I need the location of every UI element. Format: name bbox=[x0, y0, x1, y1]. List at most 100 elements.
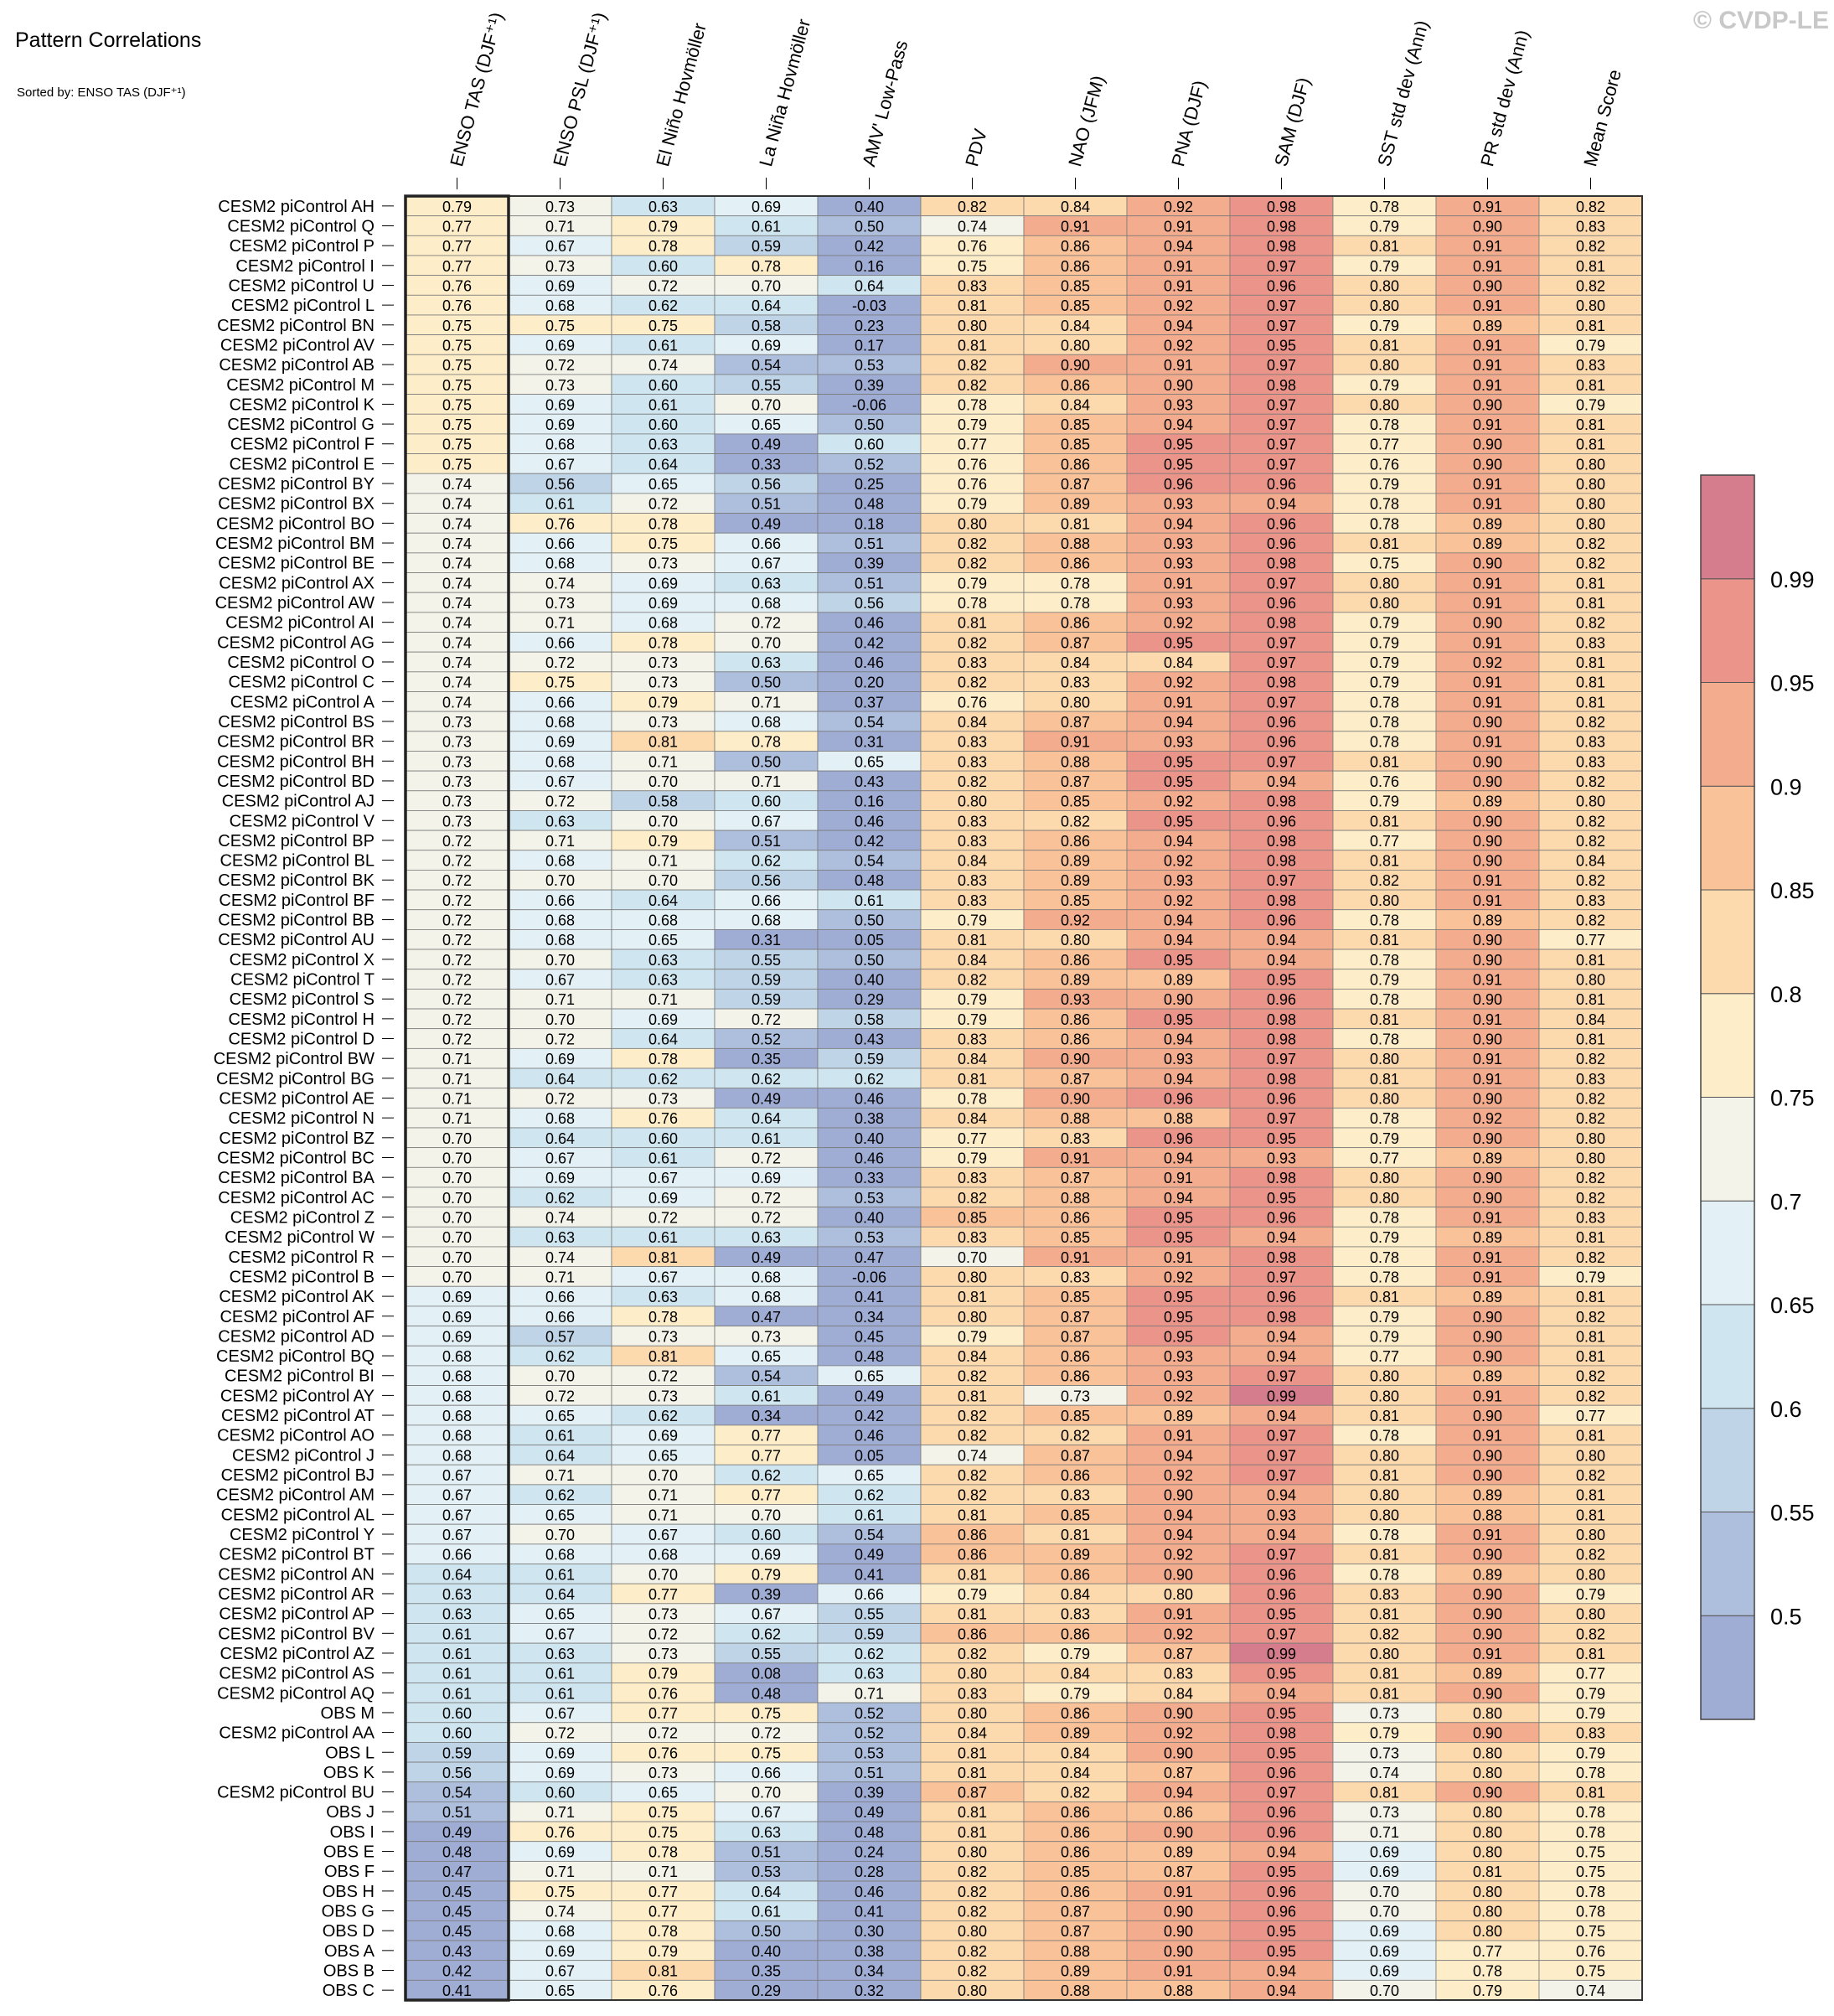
column-label: SST std dev (Ann) bbox=[1373, 18, 1433, 169]
cell-value: 0.74 bbox=[442, 675, 472, 691]
cell-value: 0.54 bbox=[855, 714, 884, 731]
cvdp-watermark: © CVDP-LE bbox=[1693, 7, 1829, 34]
cell-value: 0.78 bbox=[1370, 199, 1399, 215]
cell-value: 0.97 bbox=[1267, 753, 1296, 770]
row-label: CESM2 piControl T bbox=[230, 971, 375, 990]
cell-value: 0.79 bbox=[1370, 1130, 1399, 1147]
cell-value: 0.79 bbox=[1370, 675, 1399, 691]
cell-value: 0.95 bbox=[1267, 1864, 1296, 1880]
row-label: CESM2 piControl AJ bbox=[222, 793, 375, 811]
cell-value: 0.89 bbox=[1061, 1725, 1090, 1742]
row-label: CESM2 piControl AX bbox=[219, 574, 375, 592]
cell-value: 0.90 bbox=[1164, 1943, 1193, 1960]
cell-value: 0.81 bbox=[1576, 595, 1605, 612]
cell-value: 0.69 bbox=[648, 1428, 678, 1445]
cell-value: 0.81 bbox=[958, 337, 987, 354]
cell-value: 0.56 bbox=[442, 1765, 472, 1781]
cell-value: 0.90 bbox=[1473, 437, 1502, 453]
cell-value: 0.75 bbox=[1576, 1864, 1605, 1880]
cell-value: 0.67 bbox=[545, 1705, 575, 1722]
cell-value: 0.90 bbox=[1473, 1309, 1502, 1326]
cell-value: 0.75 bbox=[442, 416, 472, 433]
cell-value: 0.81 bbox=[1576, 991, 1605, 1008]
cell-value: 0.77 bbox=[752, 1447, 781, 1464]
cell-value: 0.48 bbox=[855, 1824, 884, 1841]
cell-value: 0.74 bbox=[442, 476, 472, 493]
cell-value: 0.91 bbox=[1473, 892, 1502, 909]
cell-value: 0.91 bbox=[1473, 1051, 1502, 1067]
cell-value: 0.70 bbox=[442, 1130, 472, 1147]
cell-value: 0.89 bbox=[1061, 853, 1090, 870]
cell-value: 0.73 bbox=[1370, 1745, 1399, 1761]
cell-value: 0.60 bbox=[648, 1130, 678, 1147]
cell-value: 0.90 bbox=[1473, 1685, 1502, 1702]
cell-value: 0.98 bbox=[1267, 1309, 1296, 1326]
cell-value: 0.62 bbox=[752, 1467, 781, 1484]
cell-value: 0.50 bbox=[855, 952, 884, 969]
cell-value: 0.76 bbox=[958, 476, 987, 493]
row-label: CESM2 piControl V bbox=[230, 812, 375, 830]
cell-value: 0.70 bbox=[545, 1527, 575, 1543]
cell-value: 0.94 bbox=[1267, 773, 1296, 790]
cell-value: 0.91 bbox=[1164, 1963, 1193, 1980]
cell-value: 0.90 bbox=[1473, 1606, 1502, 1623]
cell-value: 0.78 bbox=[648, 238, 678, 255]
cell-value: 0.52 bbox=[855, 456, 884, 473]
row-label: CESM2 piControl BG bbox=[216, 1070, 375, 1088]
cell-value: 0.67 bbox=[442, 1527, 472, 1543]
cell-value: 0.75 bbox=[1576, 1963, 1605, 1980]
cell-value: 0.51 bbox=[855, 575, 884, 592]
cell-value: 0.65 bbox=[545, 1982, 575, 1999]
cell-value: 0.71 bbox=[545, 1467, 575, 1484]
cell-value: 0.81 bbox=[1576, 654, 1605, 671]
cell-value: 0.80 bbox=[1370, 1447, 1399, 1464]
cell-value: 0.80 bbox=[1576, 515, 1605, 532]
cell-value: 0.82 bbox=[1576, 1626, 1605, 1642]
cell-value: 0.41 bbox=[855, 1904, 884, 1920]
cell-value: 0.86 bbox=[1061, 238, 1090, 255]
cell-value: 0.72 bbox=[442, 892, 472, 909]
cell-value: 0.68 bbox=[442, 1348, 472, 1365]
cell-value: 0.84 bbox=[1576, 853, 1605, 870]
cell-value: 0.59 bbox=[855, 1626, 884, 1642]
cell-value: 0.61 bbox=[752, 1388, 781, 1404]
cell-value: 0.68 bbox=[442, 1408, 472, 1424]
cell-value: 0.82 bbox=[1576, 615, 1605, 632]
row-label: CESM2 piControl BH bbox=[217, 752, 375, 771]
cell-value: 0.87 bbox=[1061, 1328, 1090, 1345]
cell-value: 0.73 bbox=[442, 793, 472, 810]
cell-value: 0.69 bbox=[545, 416, 575, 433]
cell-value: 0.75 bbox=[752, 1705, 781, 1722]
cell-value: 0.90 bbox=[1164, 377, 1193, 394]
cell-value: 0.89 bbox=[1061, 1963, 1090, 1980]
cell-value: 0.70 bbox=[545, 952, 575, 969]
row-label: CESM2 piControl AI bbox=[225, 614, 375, 633]
cell-value: 0.74 bbox=[648, 357, 678, 374]
row-label: CESM2 piControl E bbox=[230, 455, 375, 473]
cell-value: 0.91 bbox=[1473, 416, 1502, 433]
cell-value: 0.60 bbox=[648, 377, 678, 394]
cell-value: 0.40 bbox=[752, 1943, 781, 1960]
cell-value: 0.90 bbox=[1473, 1408, 1502, 1424]
cell-value: 0.79 bbox=[648, 833, 678, 850]
cell-value: 0.97 bbox=[1267, 416, 1296, 433]
cell-value: 0.92 bbox=[1164, 337, 1193, 354]
cell-value: 0.98 bbox=[1267, 1725, 1296, 1742]
cell-value: 0.86 bbox=[1061, 1011, 1090, 1028]
cell-value: 0.91 bbox=[1061, 1150, 1090, 1166]
row-label: CESM2 piControl AE bbox=[219, 1090, 375, 1109]
cell-value: 0.81 bbox=[958, 1804, 987, 1821]
cell-value: 0.90 bbox=[1473, 991, 1502, 1008]
cell-value: 0.93 bbox=[1164, 496, 1193, 513]
cell-value: 0.81 bbox=[958, 1507, 987, 1523]
cell-value: 0.68 bbox=[545, 932, 575, 949]
cell-value: 0.63 bbox=[648, 952, 678, 969]
row-label: CESM2 piControl AW bbox=[215, 594, 375, 613]
cell-value: 0.85 bbox=[1061, 297, 1090, 314]
cell-value: 0.82 bbox=[958, 1963, 987, 1980]
cell-value: 0.84 bbox=[1164, 1685, 1193, 1702]
cell-value: 0.97 bbox=[1267, 1626, 1296, 1642]
cell-value: 0.81 bbox=[1370, 1467, 1399, 1484]
cell-value: 0.92 bbox=[1164, 1626, 1193, 1642]
column-label: PR std dev (Ann) bbox=[1476, 28, 1533, 168]
